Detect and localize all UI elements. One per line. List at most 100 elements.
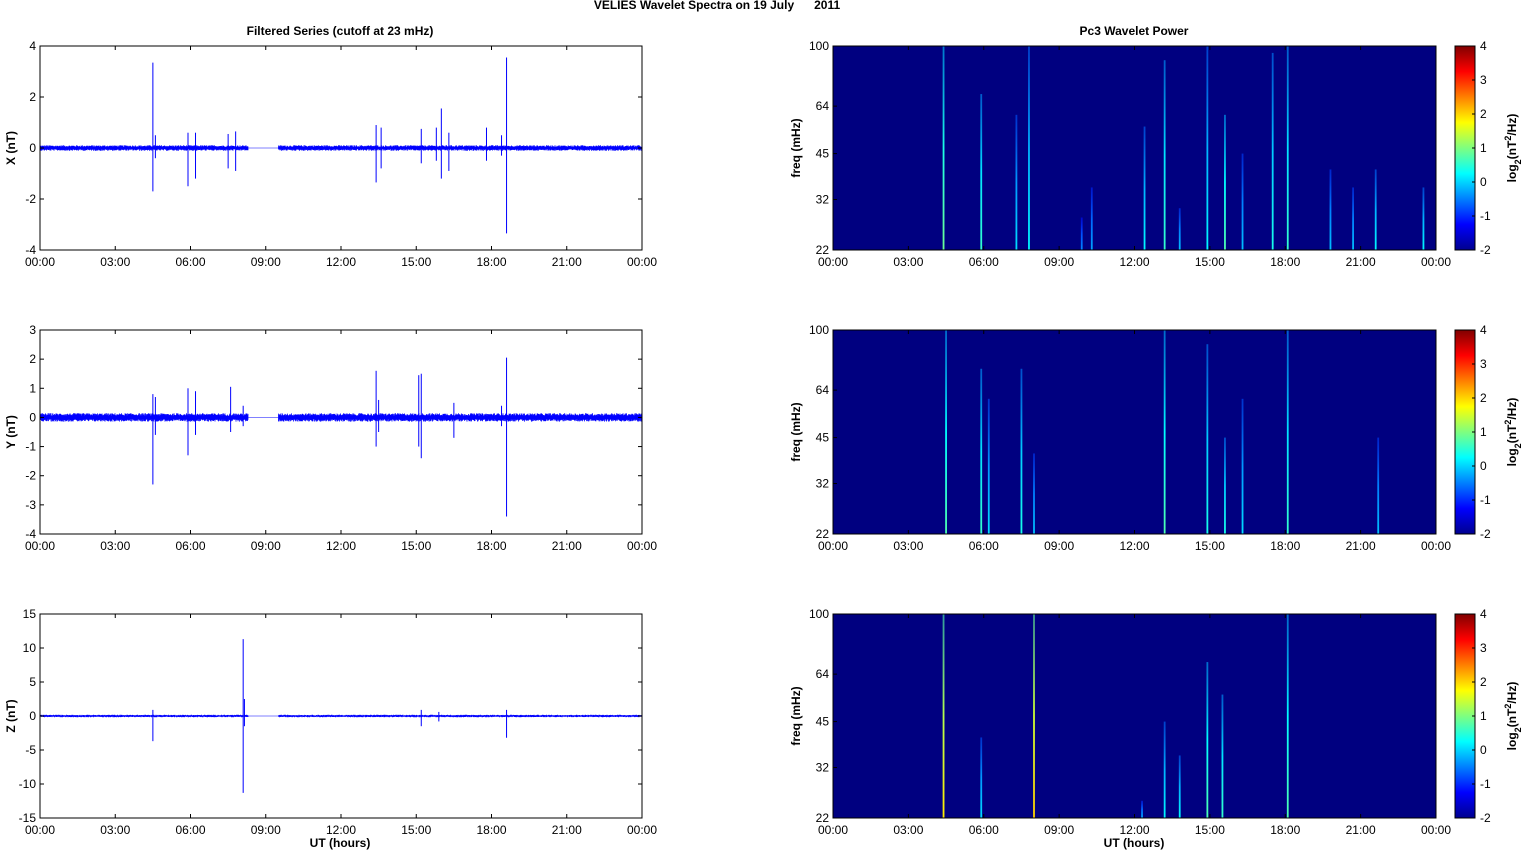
power-event-mark [1224, 437, 1226, 534]
power-event-mark [1178, 208, 1181, 250]
power-event-mark [1377, 437, 1380, 534]
x-tick-label: 09:00 [1044, 255, 1074, 269]
x-tick-label: 18:00 [1270, 255, 1300, 269]
x-axis-label-left: UT (hours) [310, 836, 371, 850]
y-tick-label: 2 [29, 352, 36, 366]
x-tick-label: 09:00 [251, 823, 281, 837]
y-tick-label: 100 [809, 39, 829, 53]
y-tick-label: 32 [816, 193, 830, 207]
colorbar-tick-label: 2 [1480, 391, 1487, 405]
power-event-mark [1286, 46, 1289, 250]
y-tick-label: -4 [25, 527, 36, 541]
power-event-mark [987, 398, 990, 534]
y-tick-label: -2 [25, 469, 36, 483]
x-tick-label: 18:00 [1270, 823, 1300, 837]
y-tick-label: 100 [809, 323, 829, 337]
y-tick-label: -5 [25, 743, 36, 757]
x-tick-label: 12:00 [1119, 539, 1149, 553]
power-event-mark [980, 368, 983, 534]
right-column-title: Pc3 Wavelet Power [1080, 24, 1189, 38]
x-series-panel: -4 -2 0 2 4 00:00 03:00 06:00 09:00 12:00 15:00 18:… [4, 39, 657, 269]
x-tick-label: 00:00 [25, 539, 55, 553]
power-event-mark [1178, 755, 1181, 818]
power-event-mark [1286, 614, 1289, 818]
x-tick-label: 06:00 [969, 255, 999, 269]
power-event-mark [1028, 46, 1030, 250]
power-event-mark [1033, 453, 1035, 534]
power-event-mark [1206, 662, 1209, 818]
power-event-mark [945, 330, 947, 534]
x-tick-label: 12:00 [326, 255, 356, 269]
power-event-mark [1020, 368, 1023, 534]
colorbar-tick-label: 4 [1480, 323, 1487, 337]
x-tick-label: 00:00 [818, 539, 848, 553]
x-tick-label: 21:00 [552, 539, 582, 553]
figure-title: VELIES Wavelet Spectra on 19 July 2011 [594, 0, 841, 12]
y-tick-label: -1 [25, 440, 36, 454]
x-tick-label: 00:00 [1421, 539, 1451, 553]
y-tick-label: 2 [29, 90, 36, 104]
colorbar-label: log2(nT2/Hz) [1503, 682, 1522, 751]
power-event-mark [1241, 153, 1244, 250]
y-tick-label: 22 [816, 811, 830, 825]
power-event-mark [1221, 694, 1224, 818]
x-axis-label-right: UT (hours) [1104, 836, 1165, 850]
power-event-mark [1163, 330, 1166, 534]
x-tick-label: 12:00 [326, 823, 356, 837]
x-tick-label: 00:00 [1421, 255, 1451, 269]
power-event-mark [980, 94, 983, 251]
x-tick-label: 06:00 [969, 823, 999, 837]
y-tick-label: 10 [23, 641, 37, 655]
colorbar-tick-label: -2 [1480, 527, 1491, 541]
y-axis-label: Y (nT) [4, 415, 18, 449]
y-axis-label: freq (mHz) [789, 118, 803, 177]
x-tick-label: 09:00 [1044, 823, 1074, 837]
y-tick-label: -15 [19, 811, 37, 825]
y-tick-label: 22 [816, 527, 830, 541]
y-axis-label: Z (nT) [4, 699, 18, 732]
x-tick-label: 00:00 [25, 255, 55, 269]
y-axis-label: freq (mHz) [789, 402, 803, 461]
x-tick-label: 03:00 [100, 255, 130, 269]
y-tick-label: 0 [29, 709, 36, 723]
colorbar-tick-label: -1 [1480, 493, 1491, 507]
y-axis-label: freq (mHz) [789, 686, 803, 745]
x-tick-label: 00:00 [627, 539, 657, 553]
power-event-mark [1163, 60, 1166, 251]
y-tick-label: 100 [809, 607, 829, 621]
x-tick-label: 03:00 [100, 539, 130, 553]
x-tick-label: 15:00 [401, 539, 431, 553]
power-event-mark [1015, 114, 1018, 250]
y-tick-label: 22 [816, 243, 830, 257]
power-event-mark [1352, 187, 1354, 250]
colorbar-tick-label: -2 [1480, 243, 1491, 257]
colorbar-tick-label: 1 [1480, 141, 1487, 155]
colorbar-tick-label: 1 [1480, 425, 1487, 439]
y-tick-label: -10 [19, 777, 37, 791]
y-tick-label: 15 [23, 607, 37, 621]
colorbar-tick-label: -1 [1480, 777, 1491, 791]
z-series-panel: -15 -10 -5 0 5 10 15 00:00 03:00 06:00 09:00 12:00 1… [4, 607, 657, 837]
x-tick-label: 18:00 [476, 823, 506, 837]
x-tick-label: 15:00 [401, 255, 431, 269]
x-tick-label: 12:00 [326, 539, 356, 553]
x-tick-label: 21:00 [1346, 539, 1376, 553]
y-tick-label: 0 [29, 410, 36, 424]
x-tick-label: 21:00 [552, 823, 582, 837]
x-tick-label: 21:00 [552, 255, 582, 269]
x-tick-label: 18:00 [476, 255, 506, 269]
power-event-mark [942, 46, 945, 250]
colorbar-tick-label: 0 [1480, 175, 1487, 189]
y-tick-label: 3 [29, 323, 36, 337]
x-tick-label: 15:00 [401, 823, 431, 837]
x-tick-label: 03:00 [893, 539, 923, 553]
x-tick-label: 00:00 [627, 255, 657, 269]
y-tick-label: 64 [816, 383, 830, 397]
y-tick-label: 64 [816, 667, 830, 681]
power-event-mark [980, 737, 983, 818]
y-tick-label: -2 [25, 192, 36, 206]
power-event-mark [1374, 169, 1377, 250]
x-tick-label: 06:00 [175, 823, 205, 837]
